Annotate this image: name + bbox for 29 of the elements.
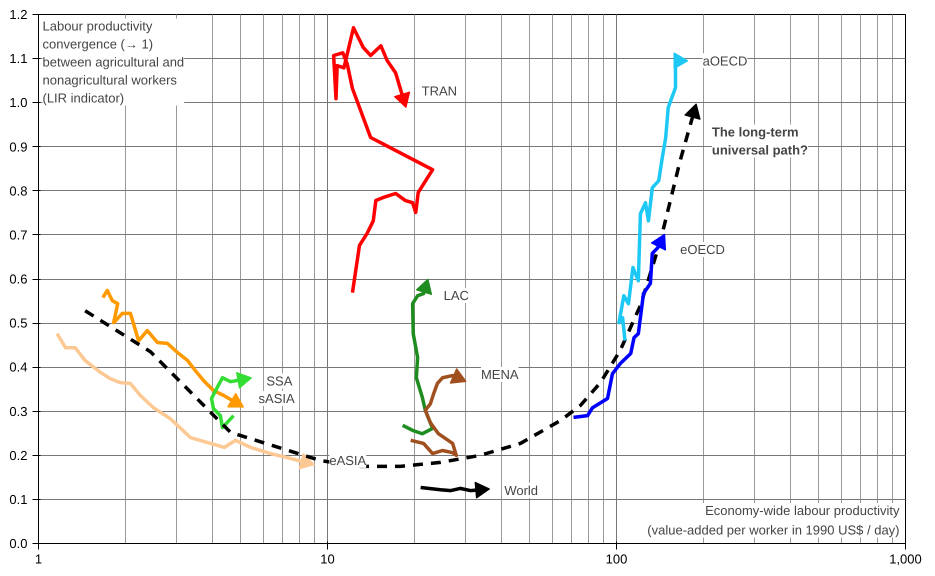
x-tick-label: 1 bbox=[34, 552, 42, 566]
y-axis-title: Labour productivity convergence (→ 1) between agricultural and nonagricultural workers (LIR indicator) bbox=[42, 18, 184, 106]
y-tick-label: 1.1 bbox=[9, 51, 28, 66]
series-label: World bbox=[504, 482, 538, 498]
series-label: aOECD bbox=[702, 53, 748, 68]
y-tick-label: 1.0 bbox=[9, 95, 28, 110]
y-tick-label: 1.2 bbox=[9, 7, 28, 22]
y-tick-label: 0.3 bbox=[9, 404, 28, 419]
y-tick-label: 0.9 bbox=[9, 139, 28, 154]
x-tick-label: 100 bbox=[606, 552, 628, 566]
y-tick-label: 0.8 bbox=[9, 183, 28, 198]
y-tick-label: 0.0 bbox=[9, 536, 28, 551]
x-tick-label: 1,000 bbox=[889, 552, 922, 566]
y-tick-label: 0.1 bbox=[9, 492, 28, 507]
series-label: eOECD bbox=[680, 242, 725, 258]
series-label: MENA bbox=[480, 367, 519, 382]
series-label: eASIA bbox=[329, 452, 367, 468]
y-tick-label: 0.5 bbox=[9, 316, 28, 331]
series-label: TRAN bbox=[422, 84, 458, 99]
y-tick-label: 0.4 bbox=[9, 360, 28, 375]
series-label: SSA bbox=[266, 373, 293, 388]
x-axis-title: Economy-wide labour productivity (value-added per worker in 1990 US$ / day) bbox=[647, 503, 900, 538]
y-tick-label: 0.2 bbox=[9, 448, 28, 463]
series-label: LAC bbox=[444, 288, 469, 303]
series-label: The long-term universal path? bbox=[712, 124, 808, 158]
x-tick-label: 10 bbox=[320, 552, 335, 566]
y-tick-label: 0.7 bbox=[9, 227, 28, 242]
y-tick-label: 0.6 bbox=[9, 272, 28, 286]
series-label: sASIA bbox=[258, 390, 295, 406]
